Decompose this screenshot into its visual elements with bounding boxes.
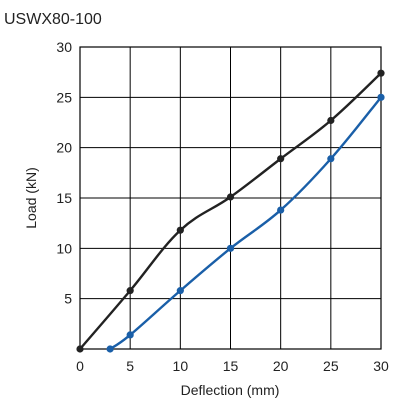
data-point (176, 287, 184, 295)
data-point (277, 206, 285, 214)
series-1 (76, 69, 385, 353)
x-tick-label: 10 (173, 358, 189, 374)
x-axis-label: Deflection (mm) (181, 382, 280, 398)
x-tick-label: 30 (373, 358, 389, 374)
data-point (76, 345, 84, 353)
grid (79, 46, 382, 350)
series-2 (106, 93, 385, 353)
x-tick-label: 20 (273, 358, 289, 374)
data-point (327, 116, 335, 125)
series-group (76, 69, 385, 353)
chart-title: USWX80-100 (4, 11, 102, 28)
tick-labels: 0 5 10 15 20 25 30 5 10 15 20 25 30 (56, 39, 389, 374)
y-tick-label: 10 (56, 240, 72, 256)
data-point (106, 345, 114, 353)
data-point (226, 244, 235, 252)
data-point (377, 69, 385, 77)
data-point (377, 93, 385, 101)
x-tick-label: 15 (223, 358, 239, 374)
series-line (108, 96, 383, 351)
data-point (176, 226, 184, 234)
x-tick-label: 0 (76, 358, 84, 374)
y-tick-label: 20 (56, 140, 72, 156)
data-point (226, 193, 235, 201)
y-tick-label: 5 (64, 291, 72, 307)
data-point (327, 155, 335, 163)
data-point (126, 287, 134, 295)
y-tick-label: 30 (56, 39, 72, 55)
y-tick-label: 15 (56, 190, 72, 206)
y-tick-label: 25 (56, 89, 72, 105)
y-axis-label: Load (kN) (23, 167, 39, 228)
data-point (126, 331, 134, 339)
x-tick-label: 25 (323, 358, 339, 374)
data-point (277, 155, 285, 163)
x-tick-label: 5 (126, 358, 134, 374)
